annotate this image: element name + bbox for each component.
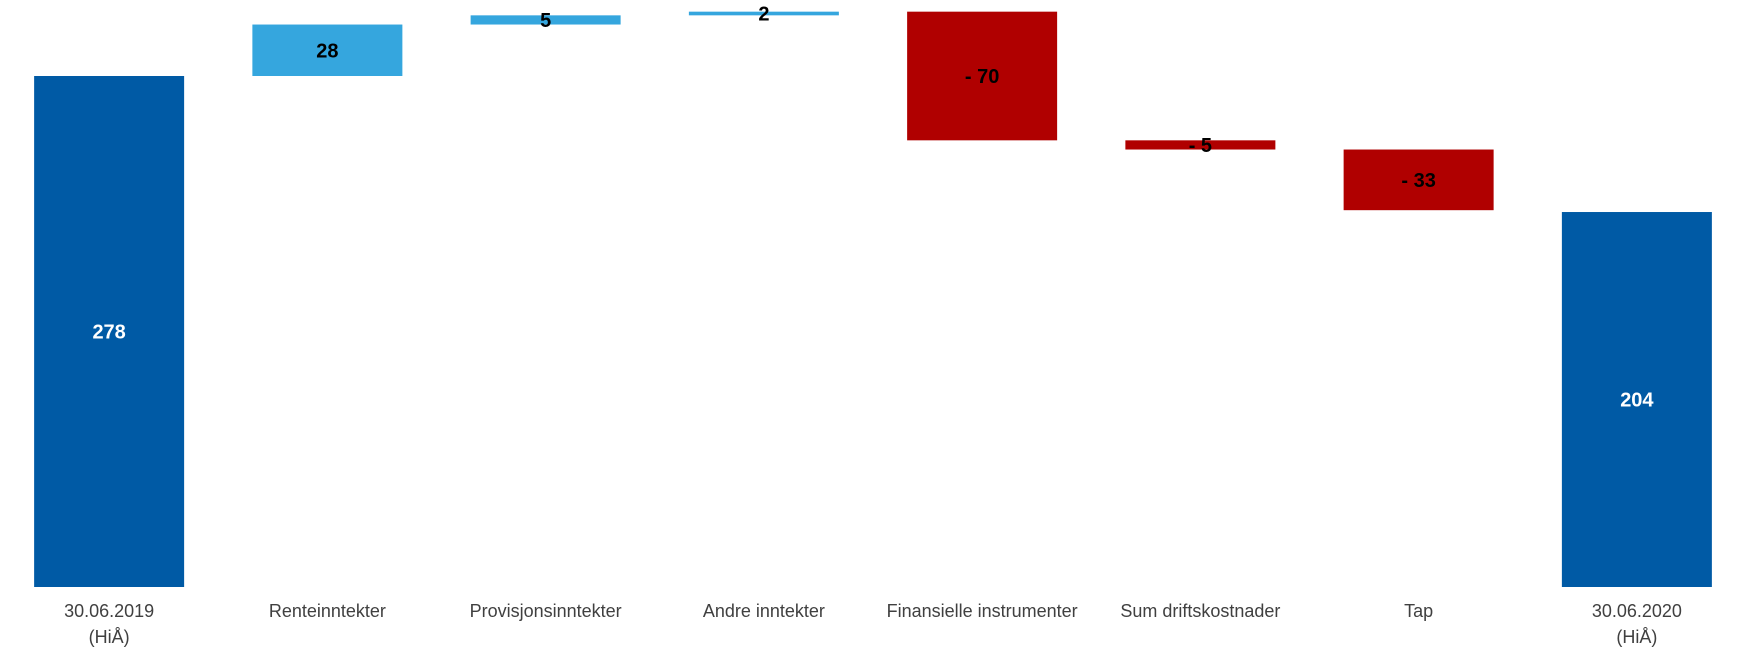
data-label-4: 2	[758, 4, 769, 26]
category-label-7: Tap	[1404, 601, 1433, 621]
bar-6	[1125, 140, 1276, 150]
category-label-6: Sum driftskostnader	[1120, 601, 1280, 621]
bar-3	[470, 15, 621, 25]
category-label-8-line-2: (HiÅ)	[1616, 627, 1657, 647]
category-label-1-line-1: 30.06.2019	[64, 601, 154, 621]
bar-2	[252, 24, 403, 77]
category-label-8-line-1: 30.06.2020	[1592, 601, 1682, 621]
data-label-7: - 33	[1401, 170, 1435, 192]
category-label-2: Renteinntekter	[269, 601, 386, 621]
data-label-6: - 5	[1189, 135, 1212, 157]
bar-5	[907, 11, 1058, 141]
category-label-5: Finansielle instrumenter	[887, 601, 1078, 621]
data-label-2: 28	[316, 40, 338, 62]
category-label-4: Andre inntekter	[703, 601, 825, 621]
data-label-8: 204	[1620, 390, 1654, 412]
data-label-5: - 70	[965, 66, 999, 88]
bar-1	[34, 76, 185, 587]
bar-4	[688, 11, 839, 16]
category-label-3: Provisjonsinntekter	[470, 601, 622, 621]
bar-8	[1561, 212, 1712, 587]
data-label-3: 5	[540, 10, 551, 32]
bar-7	[1343, 149, 1494, 211]
data-label-1: 278	[92, 322, 125, 344]
category-label-1-line-2: (HiÅ)	[89, 627, 130, 647]
